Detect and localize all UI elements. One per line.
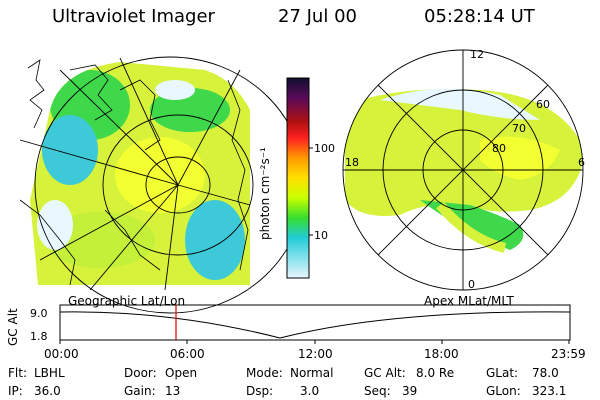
info-door-value: Open	[165, 366, 198, 380]
header-date: 27 Jul 00	[278, 6, 357, 27]
info-door-label: Door:	[124, 366, 157, 380]
info-ip-label: IP:	[8, 384, 23, 398]
colorbar-tick-100: 100	[314, 142, 335, 155]
info-dsp-value: 3.0	[300, 384, 320, 398]
mlat-label-60: 60	[536, 98, 550, 111]
altitude-ytick-1-8: 1.8	[30, 330, 48, 343]
xtick-18-00: 18:00	[424, 347, 459, 361]
info-gcalt-label: GC Alt:	[364, 366, 406, 380]
info-glat-label: GLat:	[486, 366, 519, 380]
altitude-ylabel: GC Alt	[6, 308, 20, 346]
info-gcalt-value: 8.0 Re	[416, 366, 455, 380]
xtick-23-59: 23:59	[551, 347, 586, 361]
header-time: 05:28:14 UT	[424, 6, 535, 27]
info-dsp-label: Dsp:	[246, 384, 274, 398]
info-flt-label: Flt:	[8, 366, 27, 380]
altitude-plot	[59, 304, 571, 344]
xtick-12-00: 12:00	[298, 347, 333, 361]
mlt-label-0: 0	[468, 278, 475, 291]
mlt-label-6: 6	[578, 156, 585, 169]
instrument-title: Ultraviolet Imager	[52, 6, 215, 27]
info-gain-label: Gain:	[124, 384, 156, 398]
info-glat-value: 78.0	[532, 366, 559, 380]
mlat-label-70: 70	[512, 122, 526, 135]
info-gain-value: 13	[165, 384, 181, 398]
xtick-00-00: 00:00	[44, 347, 79, 361]
info-seq-value: 39	[402, 384, 418, 398]
mlat-label-80: 80	[492, 142, 506, 155]
info-seq-label: Seq:	[364, 384, 391, 398]
mlt-label-18: 18	[345, 156, 359, 169]
colorbar	[286, 77, 313, 279]
xtick-06-00: 06:00	[170, 347, 205, 361]
colorbar-tick-10: 10	[314, 229, 328, 242]
info-mode-value: Normal	[290, 366, 334, 380]
info-glon-value: 323.1	[532, 384, 567, 398]
altitude-ytick-9: 9.0	[30, 307, 48, 320]
info-flt-value: LBHL	[34, 366, 65, 380]
info-ip-value: 36.0	[34, 384, 61, 398]
info-glon-label: GLon:	[486, 384, 521, 398]
mlt-label-12: 12	[470, 48, 484, 61]
info-mode-label: Mode:	[246, 366, 283, 380]
